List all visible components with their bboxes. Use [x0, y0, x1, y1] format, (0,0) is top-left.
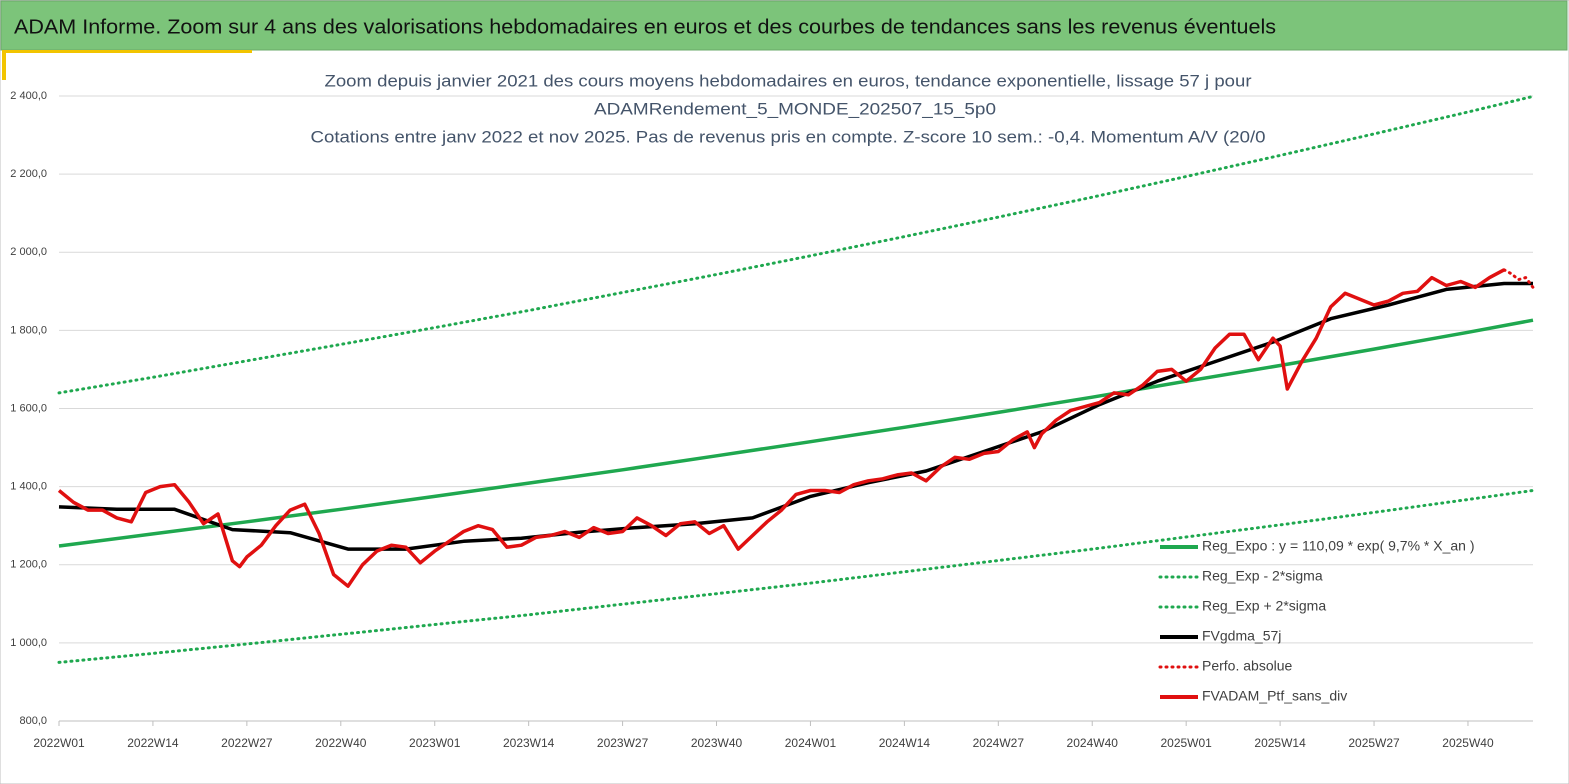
series-line	[58, 281, 1533, 551]
chart-title: Cotations entre janv 2022 et nov 2025. P…	[311, 127, 1266, 146]
y-tick-label: 1 800,0	[10, 324, 47, 336]
accent	[2, 50, 6, 80]
x-tick-label: 2022W01	[33, 736, 85, 750]
legend-label: Reg_Exp - 2*sigma	[1202, 568, 1323, 584]
x-tick-label: 2023W27	[597, 736, 649, 750]
x-tick-label: 2025W40	[1442, 736, 1494, 750]
y-tick-label: 800,0	[19, 715, 47, 727]
x-tick-label: 2022W40	[315, 736, 367, 750]
y-tick-label: 1 400,0	[10, 481, 47, 493]
series-line	[57, 268, 1505, 588]
y-tick-label: 2 000,0	[10, 246, 47, 258]
x-tick-label: 2022W27	[221, 736, 273, 750]
y-tick-label: 2 200,0	[10, 168, 47, 180]
legend-label: FVADAM_Ptf_sans_div	[1202, 688, 1347, 704]
series-line	[57, 489, 1535, 664]
x-tick-label: 2024W14	[879, 736, 931, 750]
accent	[2, 50, 252, 53]
y-tick-label: 2 400,0	[10, 90, 47, 102]
x-tick-label: 2023W01	[409, 736, 461, 750]
x-tick-label: 2023W14	[503, 736, 555, 750]
header-bar	[0, 0, 1568, 51]
x-tick-label: 2022W14	[127, 736, 179, 750]
legend-label: Reg_Exp + 2*sigma	[1202, 598, 1326, 614]
x-tick-label: 2025W27	[1348, 736, 1400, 750]
legend-label: Reg_Expo : y = 110,09 * exp( 9,7% * X_an…	[1202, 538, 1475, 554]
y-tick-label: 1 200,0	[10, 559, 47, 571]
chart-title: Zoom depuis janvier 2021 des cours moyen…	[325, 71, 1252, 90]
legend-label: FVgdma_57j	[1202, 628, 1281, 644]
series-line	[57, 94, 1535, 395]
chart-title: ADAMRendement_5_MONDE_202507_15_5p0	[594, 99, 996, 118]
legend-label: Perfo. absolue	[1202, 658, 1292, 674]
x-tick-label: 2024W40	[1067, 736, 1119, 750]
series-line	[1502, 268, 1535, 289]
header-title: ADAM Informe. Zoom sur 4 ans des valoris…	[14, 16, 1276, 38]
x-tick-label: 2024W01	[785, 736, 837, 750]
x-tick-label: 2025W14	[1254, 736, 1306, 750]
y-tick-label: 1 000,0	[10, 637, 47, 649]
y-tick-label: 1 600,0	[10, 402, 47, 414]
x-tick-label: 2023W40	[691, 736, 743, 750]
x-tick-label: 2024W27	[973, 736, 1025, 750]
x-tick-label: 2025W01	[1160, 736, 1212, 750]
